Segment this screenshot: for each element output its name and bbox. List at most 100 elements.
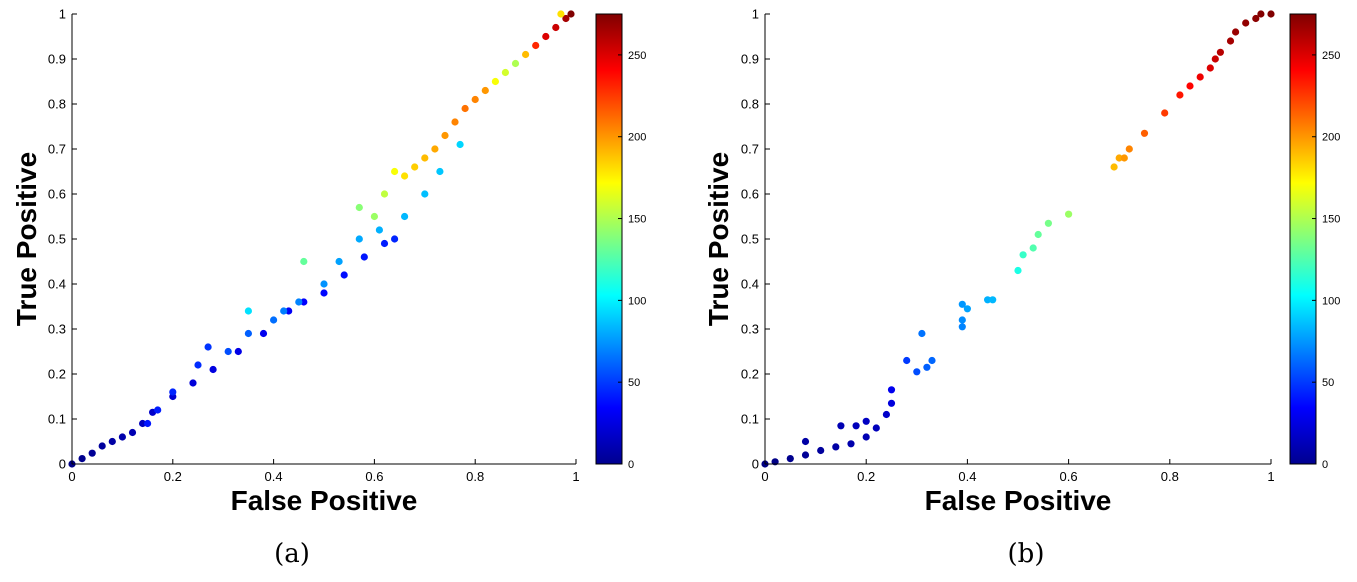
caption-b: (b) (1008, 539, 1045, 569)
x-tick-label: 0 (761, 469, 768, 484)
data-point (380, 239, 389, 248)
data-point (562, 14, 570, 23)
colorbar-tick-label: 100 (628, 295, 646, 307)
data-point (370, 212, 378, 221)
data-point (391, 235, 399, 243)
y-tick-label: 0.6 (48, 187, 66, 202)
colorbar-tick-label: 0 (1322, 459, 1328, 471)
x-tick-label: 0.6 (365, 469, 383, 484)
data-point (903, 356, 911, 365)
data-point (817, 446, 825, 455)
data-point (1211, 55, 1219, 63)
data-point (882, 410, 891, 419)
data-point (401, 212, 409, 221)
colorbar-a (595, 13, 623, 465)
y-axis-label-b: True Positive (703, 152, 734, 326)
data-point (872, 424, 880, 432)
x-tick-label: 0.8 (1161, 469, 1179, 484)
x-tick-label: 0.8 (466, 469, 484, 484)
y-tick-label: 0.4 (48, 277, 66, 292)
data-point (832, 443, 840, 451)
colorbar-ticks-b: 0 50 100 150 200 250 (1312, 50, 1340, 471)
data-point (1110, 163, 1118, 171)
data-point (1196, 73, 1204, 81)
y-tick-label: 0.5 (48, 232, 66, 247)
data-point (436, 167, 444, 176)
data-point (923, 363, 931, 371)
data-point (557, 10, 565, 18)
data-point (320, 289, 328, 297)
data-point (375, 226, 383, 234)
data-point (244, 307, 252, 315)
data-point (862, 433, 870, 441)
colorbar-tick-label: 250 (628, 50, 646, 62)
data-point (300, 298, 308, 306)
data-point (144, 419, 152, 428)
x-ticks-b: 0 0.2 0.4 0.6 0.8 1 (761, 459, 1275, 484)
data-point (887, 386, 896, 394)
x-tick-label: 0 (68, 469, 75, 484)
data-point (1176, 91, 1184, 99)
data-point (471, 95, 479, 104)
data-point (78, 455, 86, 463)
data-point (355, 203, 363, 212)
data-point (532, 41, 540, 50)
data-point (1140, 129, 1149, 137)
x-tick-label: 0.2 (164, 469, 182, 484)
data-point (169, 388, 177, 396)
data-point (1029, 244, 1037, 252)
data-point (852, 422, 860, 430)
panel-a: 0 0.2 0.4 0.6 0.8 1 0 0.1 0.2 0.3 0.4 0.5 0.6 0.7 0.8… (11, 7, 646, 570)
data-point (786, 455, 794, 463)
data-point (958, 323, 966, 331)
data-point (1019, 251, 1027, 259)
y-tick-label: 0.3 (741, 322, 759, 337)
y-tick-label: 0.1 (48, 412, 66, 427)
data-point (421, 154, 429, 162)
colorbar-tick-label: 150 (1322, 214, 1340, 226)
data-point (340, 271, 348, 279)
data-point (391, 167, 399, 176)
y-tick-label: 0.9 (741, 52, 759, 67)
data-point (542, 32, 550, 41)
data-point (1065, 210, 1073, 218)
colorbar-tick-label: 50 (628, 377, 640, 389)
data-point (411, 163, 419, 171)
data-point (928, 356, 936, 365)
y-tick-label: 0.8 (48, 97, 66, 112)
y-tick-label: 0 (752, 457, 759, 472)
data-point (259, 329, 268, 338)
y-tick-label: 0.1 (741, 412, 759, 427)
data-point (88, 449, 96, 457)
data-point (862, 417, 870, 425)
colorbar-tick-label: 200 (628, 132, 646, 144)
data-point (1252, 14, 1260, 23)
data-point (204, 343, 212, 351)
data-point (441, 131, 449, 140)
y-tick-label: 1 (752, 7, 759, 22)
data-point (491, 77, 499, 86)
x-axis-label-b: False Positive (925, 485, 1112, 516)
data-point (1206, 64, 1214, 72)
data-point (1216, 48, 1224, 56)
data-point (847, 440, 855, 448)
data-point (128, 428, 137, 437)
x-tick-label: 1 (1267, 469, 1274, 484)
data-point (1267, 10, 1275, 18)
data-point (1034, 230, 1042, 239)
data-point (380, 190, 389, 198)
colorbar-tick-label: 200 (1322, 132, 1340, 144)
y-tick-label: 1 (59, 7, 66, 22)
data-point (1014, 266, 1022, 275)
y-tick-label: 0.7 (741, 142, 759, 157)
data-point (958, 300, 966, 308)
y-tick-label: 0.2 (48, 367, 66, 382)
x-axis-label-a: False Positive (231, 485, 418, 516)
data-point (1115, 154, 1123, 162)
x-tick-label: 0.2 (857, 469, 875, 484)
data-point (431, 145, 439, 153)
scatter-points-a (68, 10, 575, 468)
data-point (139, 419, 147, 428)
data-point (887, 399, 896, 407)
data-point (209, 365, 217, 374)
